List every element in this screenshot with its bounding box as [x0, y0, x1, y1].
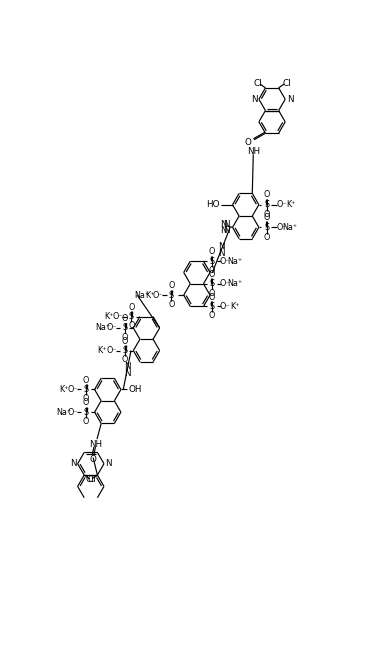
- Text: N: N: [70, 459, 76, 468]
- Text: N: N: [220, 220, 227, 229]
- Text: O: O: [83, 376, 89, 385]
- Text: N: N: [251, 94, 257, 104]
- Text: O: O: [128, 322, 135, 331]
- Text: S: S: [83, 408, 89, 417]
- Text: Na⁺: Na⁺: [95, 324, 110, 333]
- Text: O⁻: O⁻: [113, 312, 124, 321]
- Text: O⁻: O⁻: [276, 200, 287, 209]
- Text: O: O: [244, 138, 251, 148]
- Text: O⁻: O⁻: [106, 346, 117, 355]
- Text: S: S: [122, 346, 127, 355]
- Text: OH: OH: [128, 385, 142, 394]
- Text: N: N: [223, 220, 229, 229]
- Text: N: N: [218, 241, 224, 250]
- Text: O: O: [90, 455, 97, 465]
- Text: S: S: [122, 324, 127, 333]
- Text: O: O: [209, 292, 215, 302]
- Text: S: S: [83, 385, 89, 394]
- Text: O: O: [122, 314, 128, 323]
- Text: K⁺: K⁺: [59, 385, 68, 394]
- Text: O⁻: O⁻: [220, 257, 231, 266]
- Text: N: N: [223, 226, 229, 235]
- Text: O: O: [168, 281, 175, 291]
- Text: O: O: [209, 289, 215, 298]
- Text: S: S: [129, 312, 134, 321]
- Text: N: N: [220, 226, 227, 235]
- Text: N: N: [105, 459, 112, 468]
- Text: O⁻: O⁻: [276, 223, 287, 232]
- Text: O: O: [122, 355, 128, 364]
- Text: O: O: [209, 311, 215, 320]
- Text: S: S: [209, 280, 214, 289]
- Text: O⁻: O⁻: [220, 302, 231, 311]
- Text: O⁻: O⁻: [68, 408, 78, 417]
- Text: Cl: Cl: [88, 475, 96, 484]
- Text: S: S: [209, 302, 214, 311]
- Text: O: O: [128, 303, 135, 312]
- Text: Na⁺: Na⁺: [227, 280, 242, 289]
- Text: O: O: [122, 333, 128, 342]
- Text: Cl: Cl: [253, 79, 262, 88]
- Text: Cl: Cl: [85, 475, 94, 484]
- Text: O⁻: O⁻: [106, 324, 117, 333]
- Text: O: O: [264, 190, 270, 199]
- Text: O⁻: O⁻: [220, 280, 231, 289]
- Text: K⁺: K⁺: [230, 302, 239, 311]
- Text: O⁻: O⁻: [68, 385, 78, 394]
- Text: Na⁺: Na⁺: [282, 223, 298, 232]
- Text: O: O: [83, 417, 89, 426]
- Text: O: O: [264, 213, 270, 222]
- Text: O: O: [209, 247, 215, 256]
- Text: K⁺: K⁺: [286, 200, 295, 209]
- Text: Na⁺: Na⁺: [227, 257, 242, 266]
- Text: N: N: [124, 369, 130, 378]
- Text: Cl: Cl: [282, 79, 291, 88]
- Text: K⁺: K⁺: [98, 346, 107, 355]
- Text: Na⁺: Na⁺: [134, 291, 149, 300]
- Text: O: O: [168, 300, 175, 309]
- Text: Na⁺: Na⁺: [56, 408, 71, 417]
- Text: S: S: [264, 200, 269, 209]
- Text: NH: NH: [89, 440, 102, 449]
- Text: K⁺: K⁺: [145, 291, 154, 300]
- Text: O: O: [83, 394, 89, 403]
- Text: N: N: [218, 249, 224, 258]
- Text: O: O: [83, 399, 89, 408]
- Text: O: O: [122, 337, 128, 346]
- Text: N: N: [124, 362, 130, 371]
- Text: O⁻: O⁻: [152, 291, 163, 300]
- Text: NH: NH: [247, 147, 261, 156]
- Text: O: O: [209, 266, 215, 275]
- Text: S: S: [264, 223, 269, 232]
- Text: O: O: [209, 270, 215, 279]
- Text: S: S: [169, 291, 174, 300]
- Text: S: S: [209, 257, 214, 266]
- Text: HO: HO: [206, 200, 219, 209]
- Text: O: O: [264, 210, 270, 219]
- Text: O: O: [264, 233, 270, 242]
- Text: N: N: [287, 94, 293, 104]
- Text: K⁺: K⁺: [104, 312, 113, 321]
